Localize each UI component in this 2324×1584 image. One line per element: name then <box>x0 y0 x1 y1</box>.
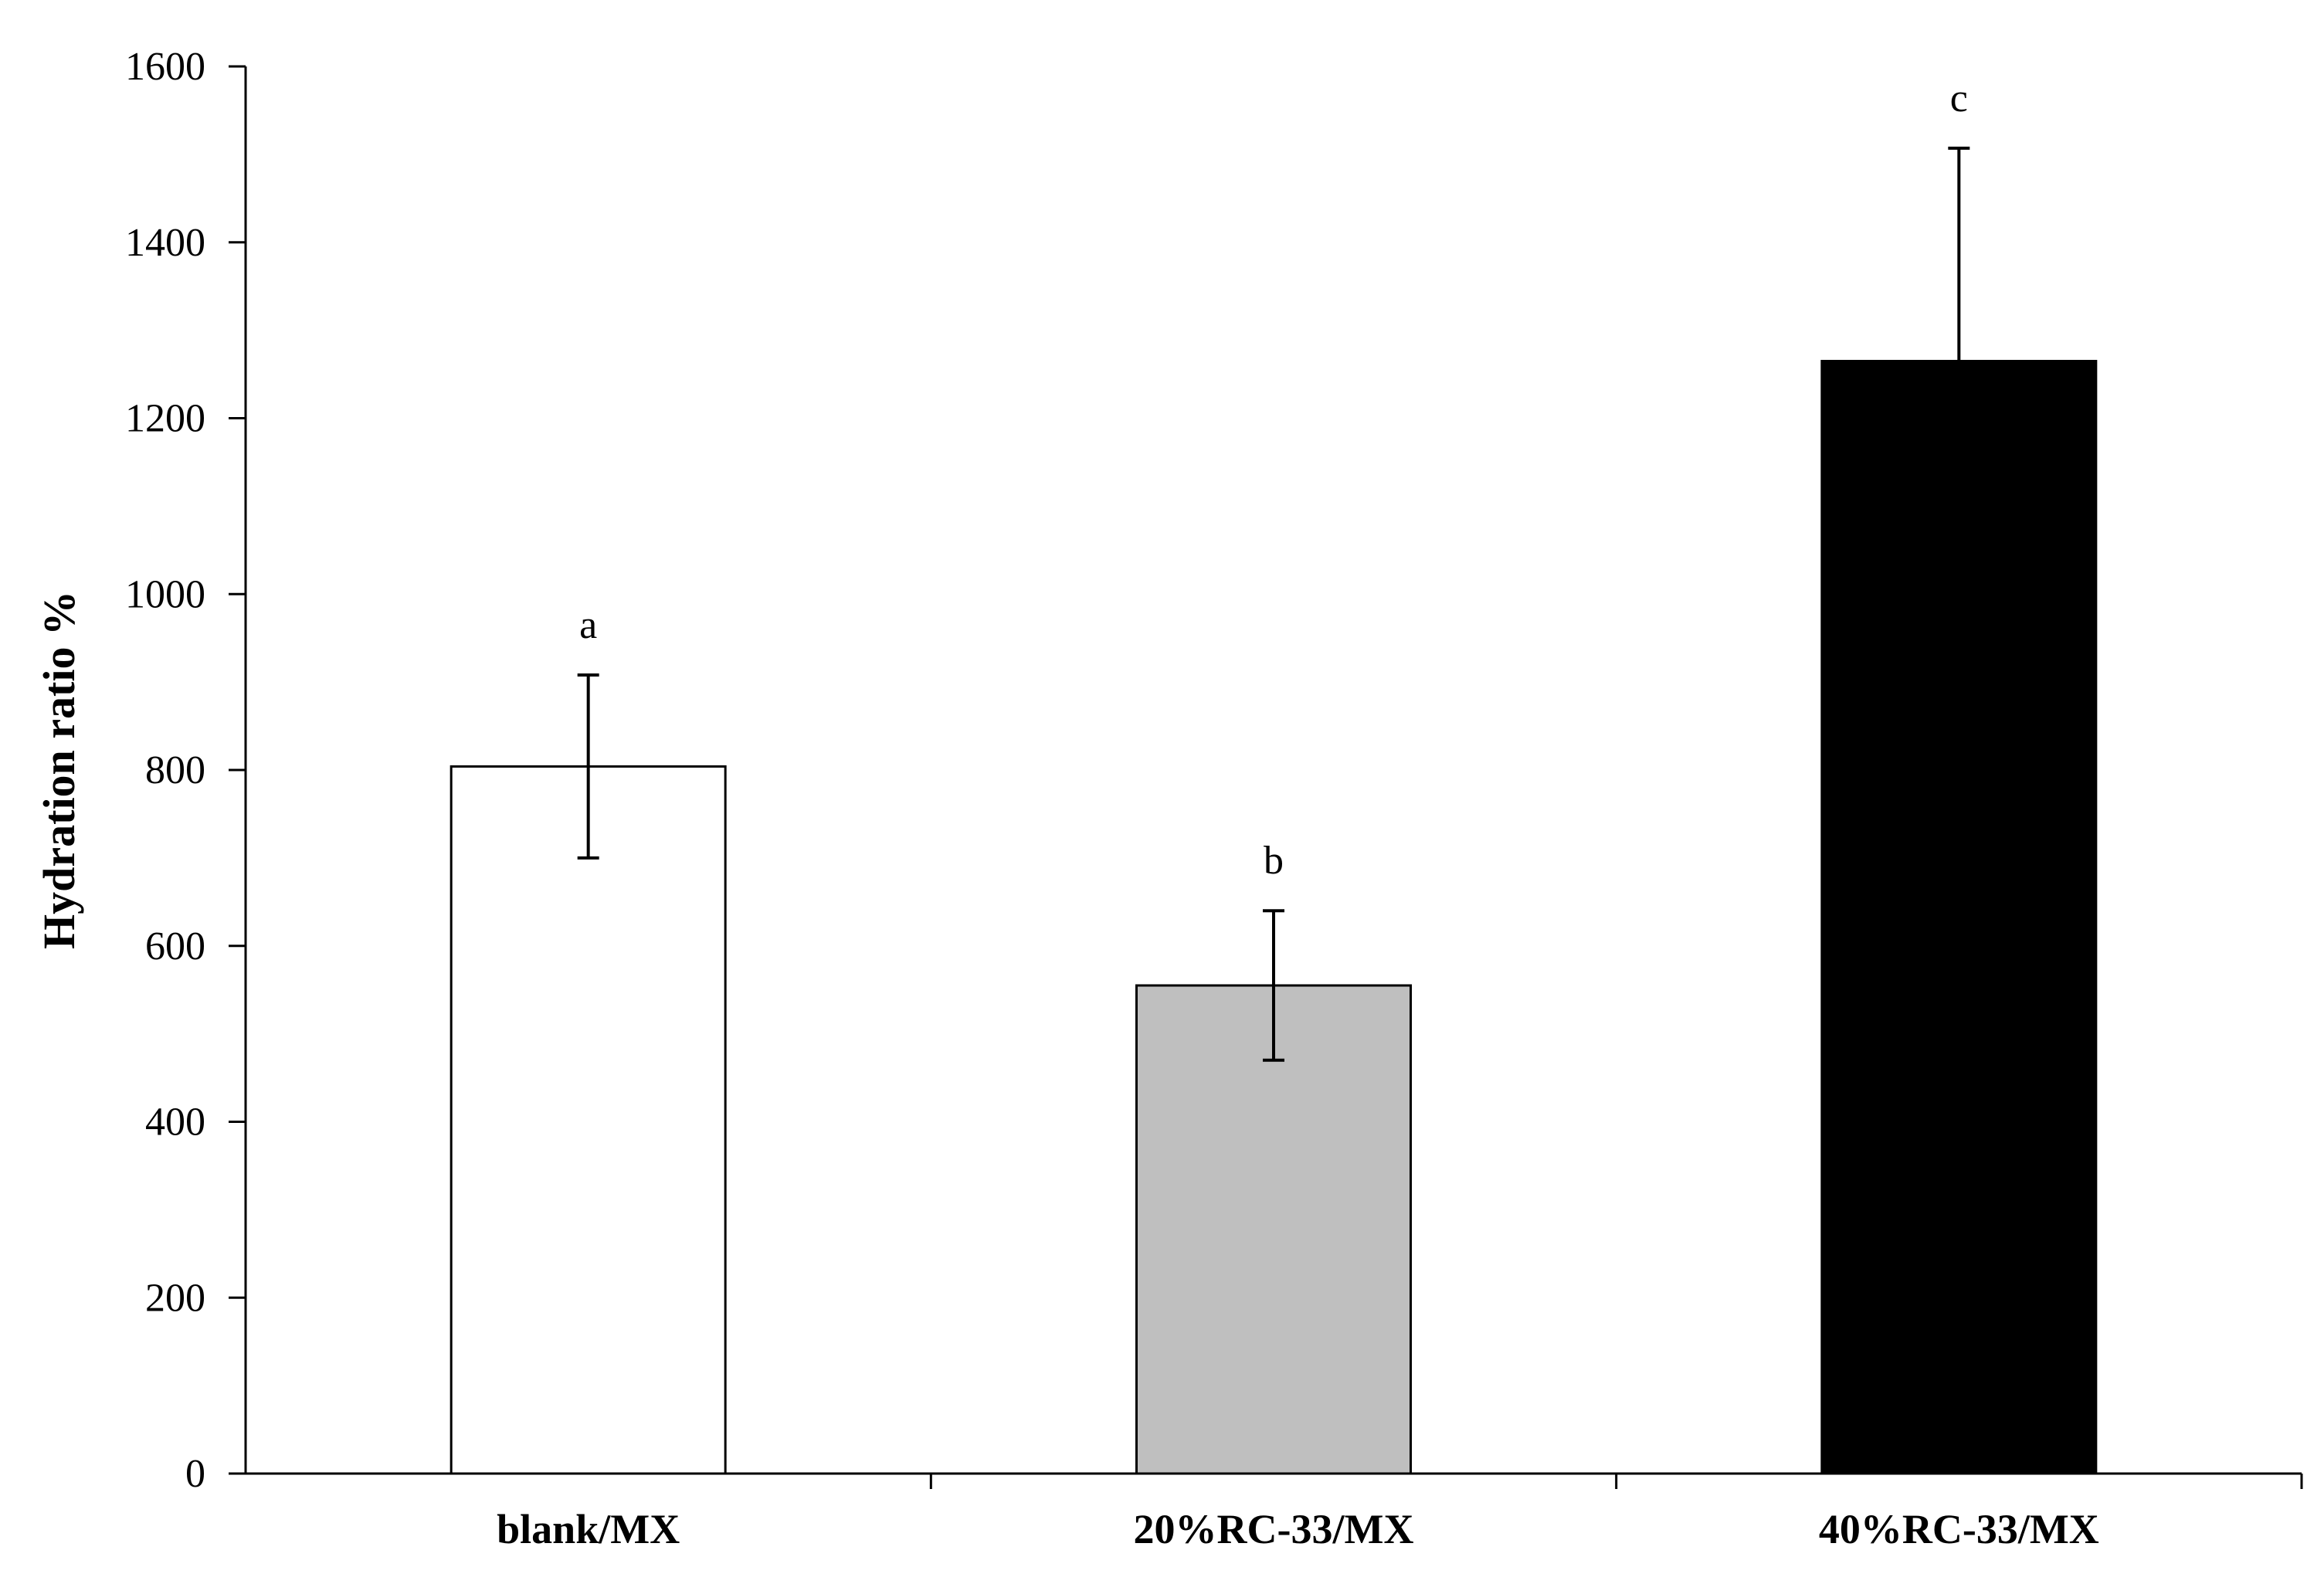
y-tick-label: 400 <box>145 1101 205 1145</box>
y-tick-label: 800 <box>145 748 205 792</box>
bar <box>450 765 727 1475</box>
x-category-label: 20%RC-33/MX <box>1134 1506 1414 1552</box>
y-tick-label: 1600 <box>125 45 205 89</box>
significance-label: b <box>1264 839 1284 883</box>
y-tick-label: 1000 <box>125 572 205 616</box>
y-axis-title: Hydration ratio % <box>34 591 84 949</box>
y-axis-ticks: 0 200 400 600 800 1000 1200 1400 1600 <box>125 45 2303 1496</box>
x-category-label: 40%RC-33/MX <box>1819 1506 2099 1552</box>
y-tick-label: 1200 <box>125 397 205 441</box>
bar <box>1135 984 1412 1475</box>
y-tick-label: 600 <box>145 924 205 968</box>
bars <box>450 359 2098 1475</box>
y-tick-label: 0 <box>185 1452 205 1496</box>
error-bars <box>577 146 1970 1062</box>
y-tick-label: 200 <box>145 1276 205 1320</box>
significance-label: a <box>579 603 597 647</box>
y-tick-label: 1400 <box>125 221 205 265</box>
significance-labels: a b c <box>579 76 1968 883</box>
significance-label: c <box>1950 76 1968 120</box>
x-category-label: blank/MX <box>497 1506 680 1552</box>
x-axis-category-labels: blank/MX 20%RC-33/MX 40%RC-33/MX <box>497 1506 2099 1552</box>
